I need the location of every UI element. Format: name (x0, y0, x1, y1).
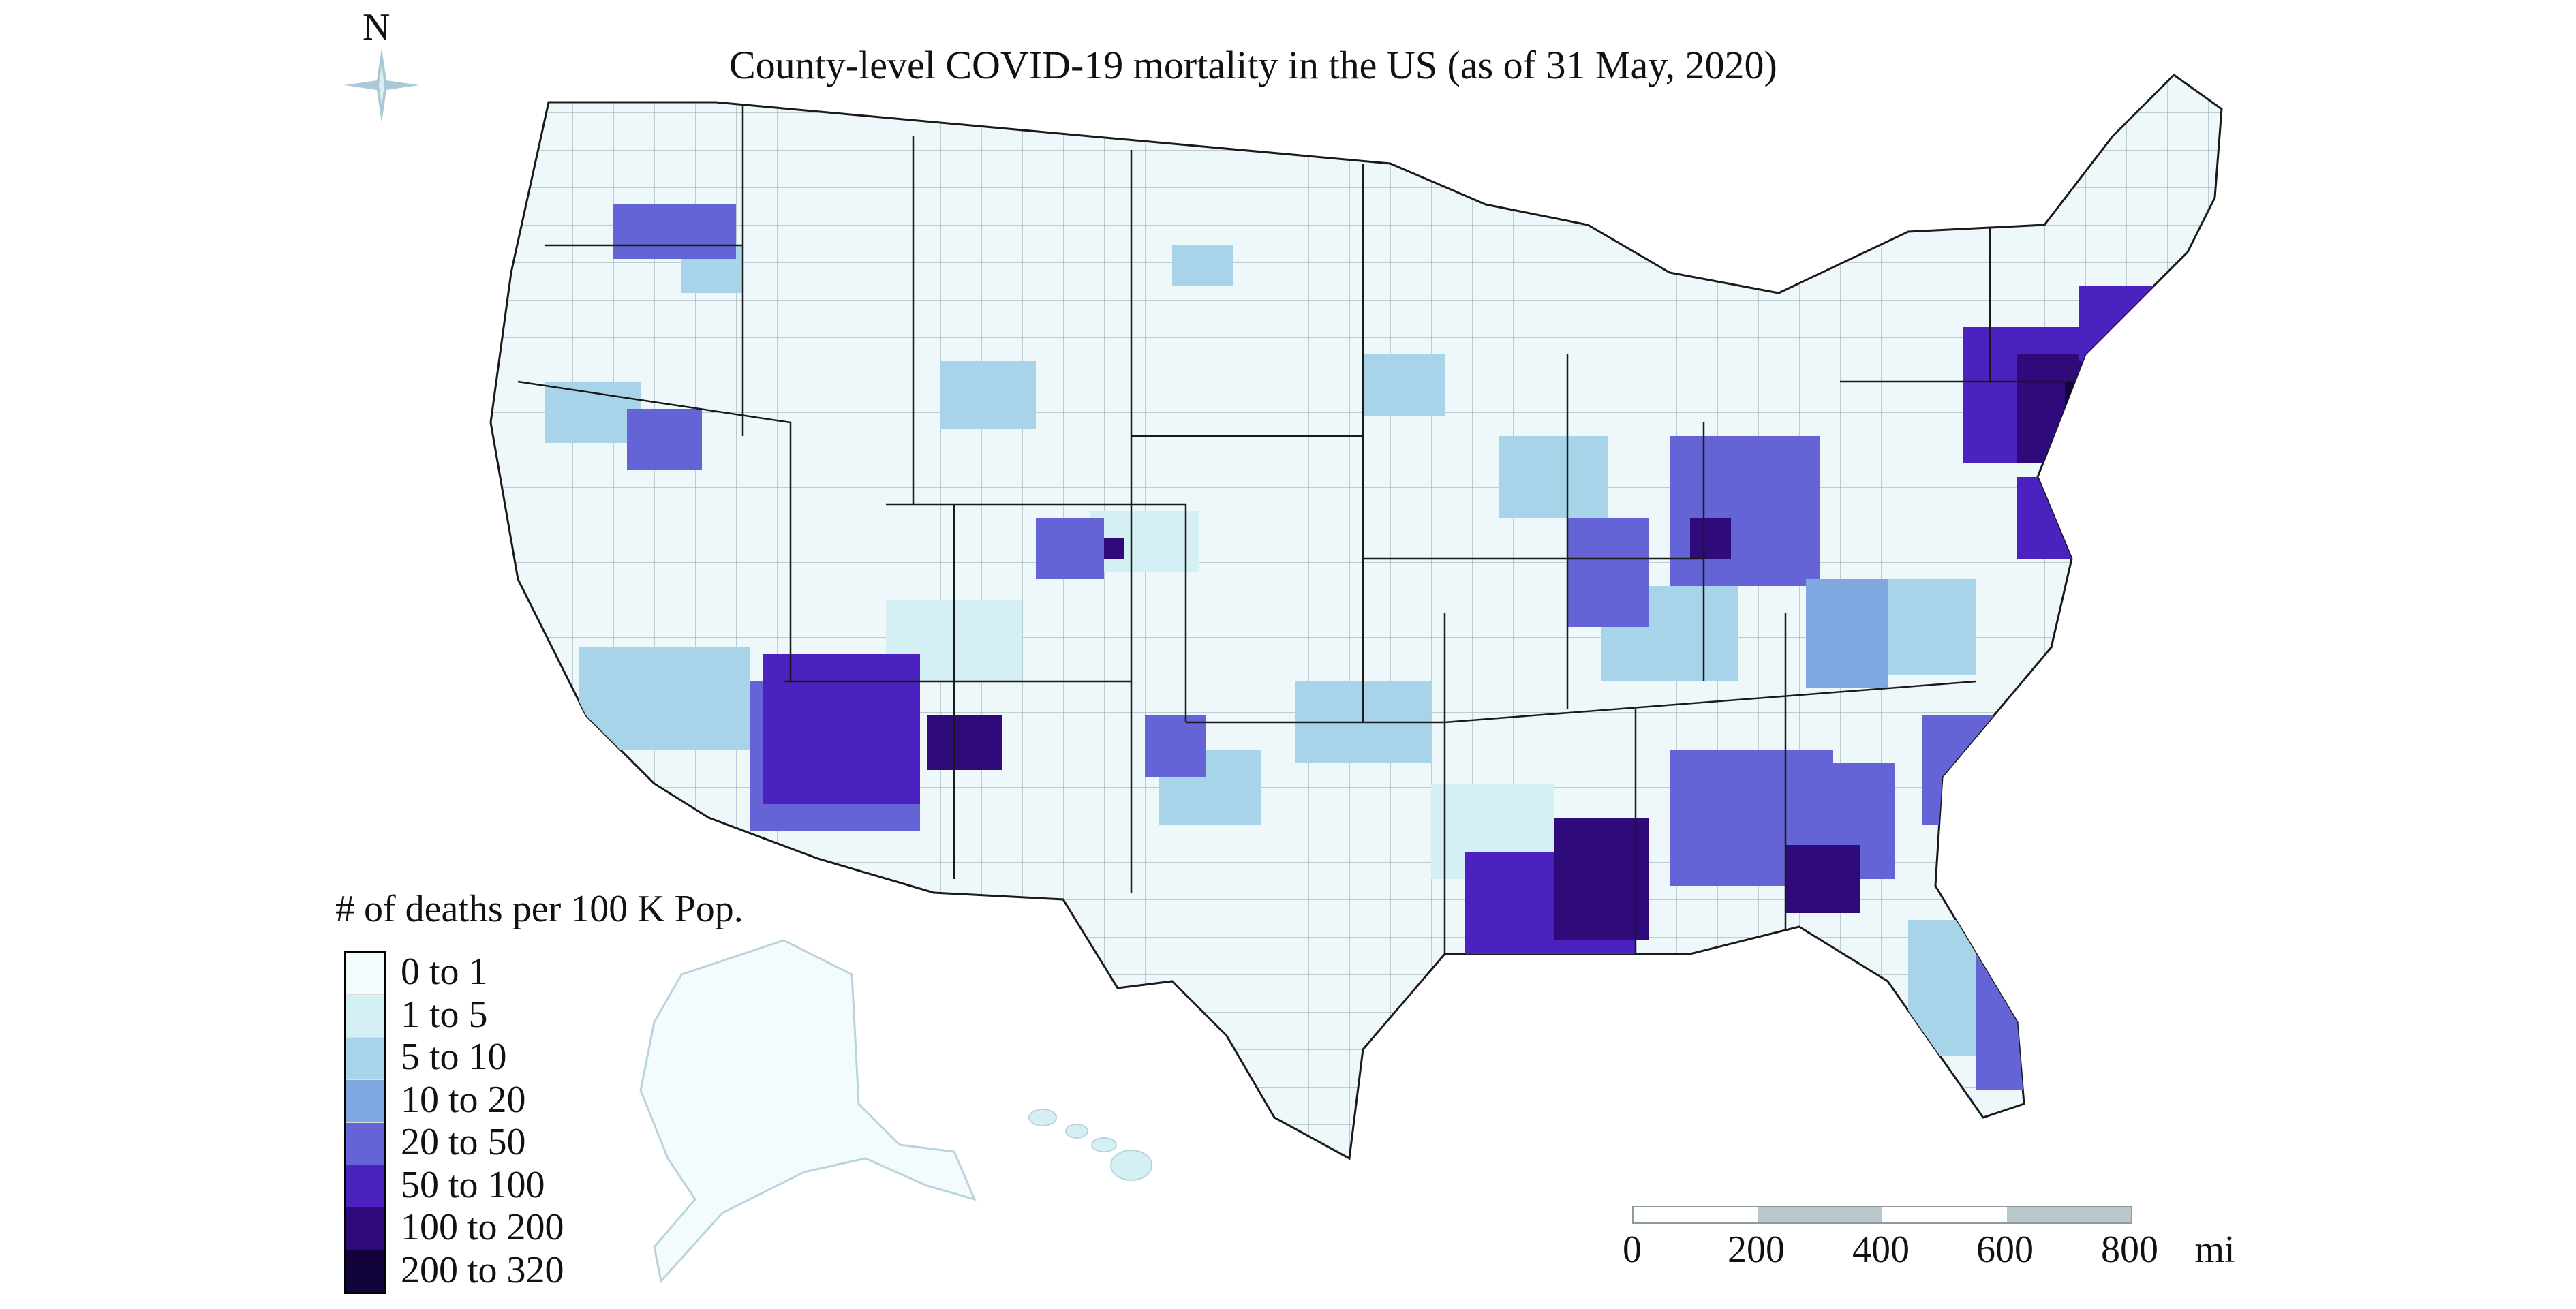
legend-swatch (346, 1037, 384, 1081)
scale-segment (1758, 1207, 1882, 1222)
legend-title: # of deaths per 100 K Pop. (335, 888, 743, 930)
legend-swatch (346, 1165, 384, 1208)
scale-tick-label: 800 (2101, 1229, 2158, 1271)
alaska (639, 939, 977, 1284)
scale-tick-label: 400 (1852, 1229, 1910, 1271)
map-title: County-level COVID-19 mortality in the U… (729, 43, 1777, 87)
legend-swatch (346, 1250, 384, 1292)
scale-tick-label: 0 (1623, 1229, 1642, 1271)
scale-tick-label: 600 (1976, 1229, 2034, 1271)
legend-swatch (346, 1207, 384, 1250)
north-arrow-icon (344, 48, 419, 123)
scale-segment (1634, 1207, 1758, 1222)
scale-unit-label: mi (2194, 1229, 2235, 1271)
legend-label: 100 to 200 (401, 1206, 564, 1248)
scale-bar (1632, 1206, 2132, 1224)
legend-swatch (346, 953, 384, 996)
legend-label: 200 to 320 (401, 1248, 564, 1291)
hawaii (1028, 1109, 1152, 1181)
north-label: N (363, 6, 390, 48)
scale-tick-label: 200 (1728, 1229, 1785, 1271)
legend-label: 5 to 10 (401, 1036, 507, 1078)
legend-label: 1 to 5 (401, 993, 488, 1036)
legend-label: 10 to 20 (401, 1078, 526, 1121)
legend-color-scale (344, 951, 386, 1294)
legend-labels: 0 to 1 1 to 5 5 to 10 10 to 20 20 to 50 … (401, 951, 564, 1294)
scale-segment (2006, 1207, 2131, 1222)
legend-label: 0 to 1 (401, 951, 488, 993)
legend-swatch (346, 1080, 384, 1123)
legend-label: 20 to 50 (401, 1121, 526, 1163)
state-borders (517, 102, 2085, 954)
legend-label: 50 to 100 (401, 1163, 545, 1206)
scale-segment (1882, 1207, 2007, 1222)
legend-swatch (346, 1122, 384, 1165)
legend-swatch (346, 995, 384, 1038)
